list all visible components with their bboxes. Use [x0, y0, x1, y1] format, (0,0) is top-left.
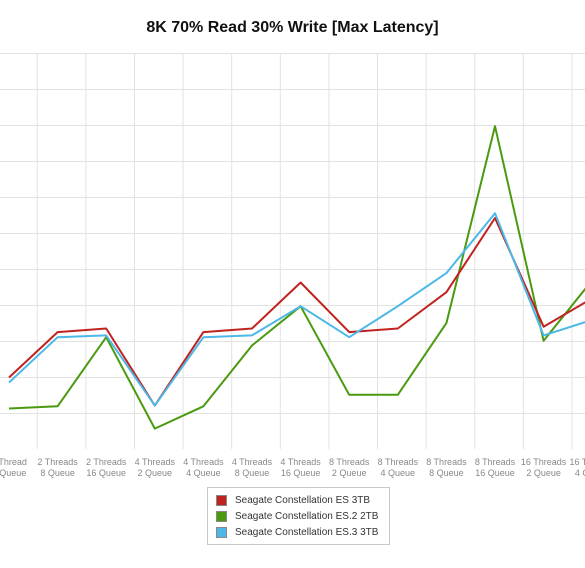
x-tick-label: 16 Threads 2 Queue [521, 457, 567, 478]
x-tick-label: 1 Thread1 Queue [0, 457, 27, 478]
series-line-0 [8, 217, 585, 407]
legend-item-es2-2tb: Seagate Constellation ES.2 2TB [216, 508, 389, 524]
gridlines [0, 53, 585, 449]
chart-title: 8K 70% Read 30% Write [Max Latency] [146, 19, 439, 36]
x-tick-label: 8 Threads 8 Queue [426, 457, 467, 478]
legend-swatch-es-3tb [216, 494, 227, 506]
legend-label-es-3tb: Seagate Constellation ES 3TB [235, 494, 371, 506]
x-tick-label: 8 Threads 2 Queue [329, 457, 370, 478]
series-lines [8, 125, 585, 430]
legend-item-es3-3tb: Seagate Constellation ES.3 3TB [216, 524, 389, 540]
series-line-2 [8, 212, 585, 407]
legend-swatch-es2-2tb [216, 510, 227, 522]
x-tick-label: 8 Threads 4 Queue [378, 457, 419, 478]
legend-item-es-3tb: Seagate Constellation ES 3TB [216, 492, 389, 508]
series-line-1 [8, 125, 585, 430]
x-tick-label: 4 Threads 2 Queue [135, 457, 176, 478]
chart-legend: Seagate Constellation ES 3TB Seagate Con… [207, 487, 390, 545]
x-tick-label: 4 Threads 4 Queue [183, 457, 224, 478]
legend-swatch-es3-3tb [216, 526, 227, 538]
x-tick-label: 2 Threads 8 Queue [37, 457, 78, 478]
x-tick-label: 2 Threads 16 Queue [86, 457, 127, 478]
legend-label-es3-3tb: Seagate Constellation ES.3 3TB [235, 526, 379, 538]
x-tick-label: 8 Threads 16 Queue [475, 457, 516, 478]
x-tick-label: 4 Threads 16 Queue [280, 457, 321, 478]
x-tick-label: 4 Threads 8 Queue [232, 457, 273, 478]
legend-label-es2-2tb: Seagate Constellation ES.2 2TB [235, 510, 379, 522]
